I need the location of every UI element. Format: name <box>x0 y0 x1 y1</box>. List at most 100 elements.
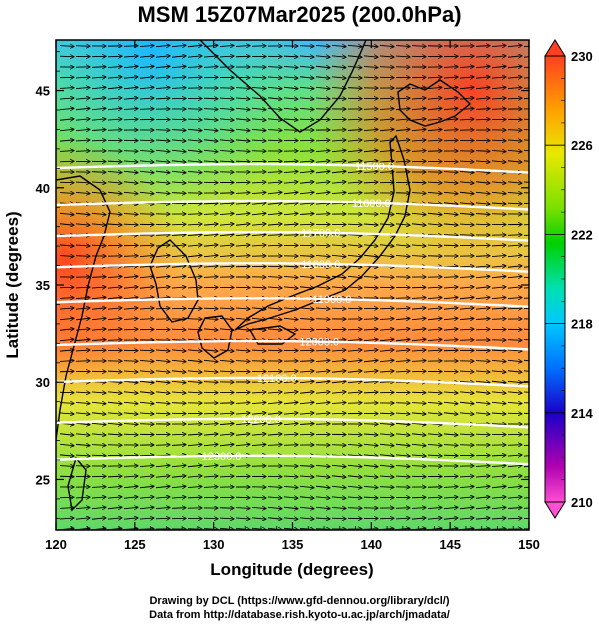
wind-arrow <box>411 508 426 509</box>
wind-arrow <box>203 161 218 162</box>
wind-arrow <box>331 182 346 183</box>
wind-arrow <box>171 193 186 194</box>
wind-arrow <box>219 360 234 361</box>
wind-arrow <box>491 424 506 425</box>
wind-arrow <box>91 297 106 298</box>
wind-arrow <box>331 276 346 277</box>
wind-arrow <box>251 182 266 183</box>
wind-arrow <box>171 476 186 477</box>
wind-arrow <box>219 119 234 120</box>
wind-arrow <box>315 476 330 477</box>
wind-arrow <box>267 308 282 309</box>
wind-arrow <box>315 287 330 288</box>
wind-arrow <box>251 108 266 109</box>
wind-arrow <box>523 234 529 236</box>
wind-arrow <box>523 45 529 48</box>
wind-arrow <box>203 465 218 466</box>
wind-arrow <box>411 88 426 89</box>
wind-arrow <box>491 109 506 110</box>
wind-arrow <box>331 287 346 288</box>
wind-arrow <box>315 381 330 382</box>
colorbar-tick-label: 222 <box>571 227 593 242</box>
wind-arrow <box>235 129 250 130</box>
wind-arrow <box>123 381 138 382</box>
wind-arrow <box>363 455 378 456</box>
wind-arrow <box>475 171 490 172</box>
wind-arrow <box>491 161 506 162</box>
wind-arrow <box>507 486 522 487</box>
wind-arrow <box>363 319 378 320</box>
wind-arrow <box>523 139 529 141</box>
wind-arrow <box>139 319 154 320</box>
wind-arrow <box>315 518 330 519</box>
wind-arrow <box>331 340 346 341</box>
wind-arrow <box>203 67 218 68</box>
wind-arrow <box>203 371 218 372</box>
wind-arrow <box>443 318 458 319</box>
wind-arrow <box>507 203 522 204</box>
wind-arrow <box>427 350 442 351</box>
wind-arrow <box>363 161 378 162</box>
wind-arrow <box>139 350 154 351</box>
wind-arrow <box>443 245 458 246</box>
wind-arrow <box>379 224 394 225</box>
wind-arrow <box>411 46 426 47</box>
wind-arrow <box>251 392 266 393</box>
wind-arrow <box>283 276 298 277</box>
wind-arrow <box>219 413 234 414</box>
wind-arrow <box>427 287 442 288</box>
wind-arrow <box>107 518 122 519</box>
wind-arrow <box>475 119 490 120</box>
wind-arrow <box>475 161 490 162</box>
wind-arrow <box>235 518 250 519</box>
wind-arrow <box>331 56 346 57</box>
wind-arrow <box>59 308 74 309</box>
contour-line <box>56 199 529 211</box>
wind-arrow <box>155 476 170 477</box>
wind-arrow <box>107 297 122 298</box>
wind-arrow <box>91 277 106 278</box>
wind-arrow <box>75 297 90 298</box>
contour-label: 12100.0 <box>257 373 297 385</box>
plot-area: 11500.0 11600.0 11700.0 11800.0 11900.0 12000… <box>56 40 529 530</box>
wind-arrow <box>299 224 314 225</box>
wind-arrow <box>203 98 218 99</box>
wind-arrow <box>155 235 170 236</box>
wind-arrow <box>523 149 529 152</box>
wind-arrow <box>395 465 410 466</box>
wind-arrow <box>347 381 362 382</box>
wind-arrow <box>139 486 154 487</box>
wind-arrow <box>475 46 490 47</box>
wind-arrow <box>75 46 90 47</box>
wind-arrow <box>139 266 154 267</box>
wind-arrow <box>507 465 522 466</box>
wind-arrow <box>411 329 426 330</box>
wind-arrow <box>459 235 474 236</box>
wind-arrow <box>507 402 522 403</box>
wind-arrow <box>267 329 282 330</box>
wind-arrow <box>267 130 282 131</box>
wind-arrow <box>347 403 362 404</box>
wind-arrow <box>107 161 122 162</box>
wind-arrow <box>507 87 522 88</box>
wind-arrow <box>475 266 490 267</box>
wind-arrow <box>427 308 442 309</box>
wind-arrow <box>363 66 378 67</box>
wind-arrow <box>347 444 362 445</box>
wind-arrow <box>491 56 506 57</box>
wind-arrow <box>299 213 314 214</box>
wind-arrow <box>139 413 154 414</box>
wind-arrow <box>235 423 250 424</box>
wind-arrow <box>491 245 506 246</box>
coast-taiwan <box>67 456 87 512</box>
wind-arrow <box>75 108 90 109</box>
wind-arrow <box>411 140 426 141</box>
wind-arrow <box>475 66 490 67</box>
wind-arrow <box>283 108 298 109</box>
wind-arrow <box>107 445 122 446</box>
wind-arrow <box>283 130 298 131</box>
wind-arrow <box>123 98 138 99</box>
wind-arrow <box>395 308 410 309</box>
wind-arrow <box>331 87 346 88</box>
wind-arrow <box>315 424 330 425</box>
